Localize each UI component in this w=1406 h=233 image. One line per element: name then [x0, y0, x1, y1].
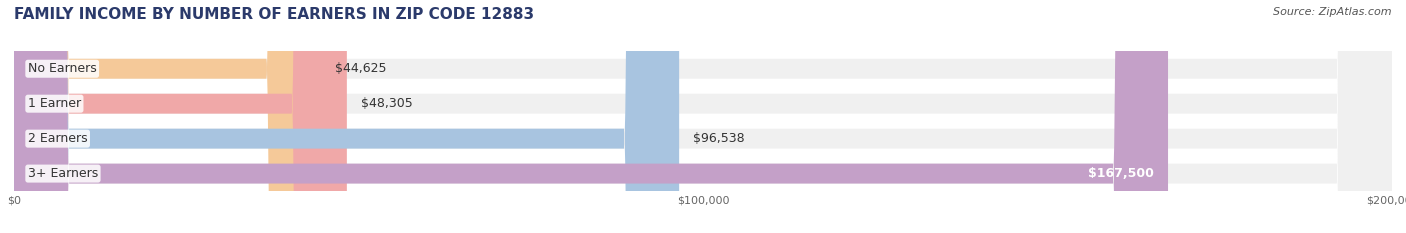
FancyBboxPatch shape [14, 0, 1392, 233]
Text: $48,305: $48,305 [360, 97, 412, 110]
Text: FAMILY INCOME BY NUMBER OF EARNERS IN ZIP CODE 12883: FAMILY INCOME BY NUMBER OF EARNERS IN ZI… [14, 7, 534, 22]
Text: $96,538: $96,538 [693, 132, 745, 145]
Text: 2 Earners: 2 Earners [28, 132, 87, 145]
FancyBboxPatch shape [14, 0, 1168, 233]
FancyBboxPatch shape [14, 0, 1392, 233]
Text: 1 Earner: 1 Earner [28, 97, 82, 110]
FancyBboxPatch shape [14, 0, 1392, 233]
Text: No Earners: No Earners [28, 62, 97, 75]
FancyBboxPatch shape [14, 0, 679, 233]
FancyBboxPatch shape [14, 0, 322, 233]
FancyBboxPatch shape [14, 0, 347, 233]
Text: Source: ZipAtlas.com: Source: ZipAtlas.com [1274, 7, 1392, 17]
Text: $167,500: $167,500 [1088, 167, 1154, 180]
Text: 3+ Earners: 3+ Earners [28, 167, 98, 180]
FancyBboxPatch shape [14, 0, 1392, 233]
Text: $44,625: $44,625 [335, 62, 387, 75]
